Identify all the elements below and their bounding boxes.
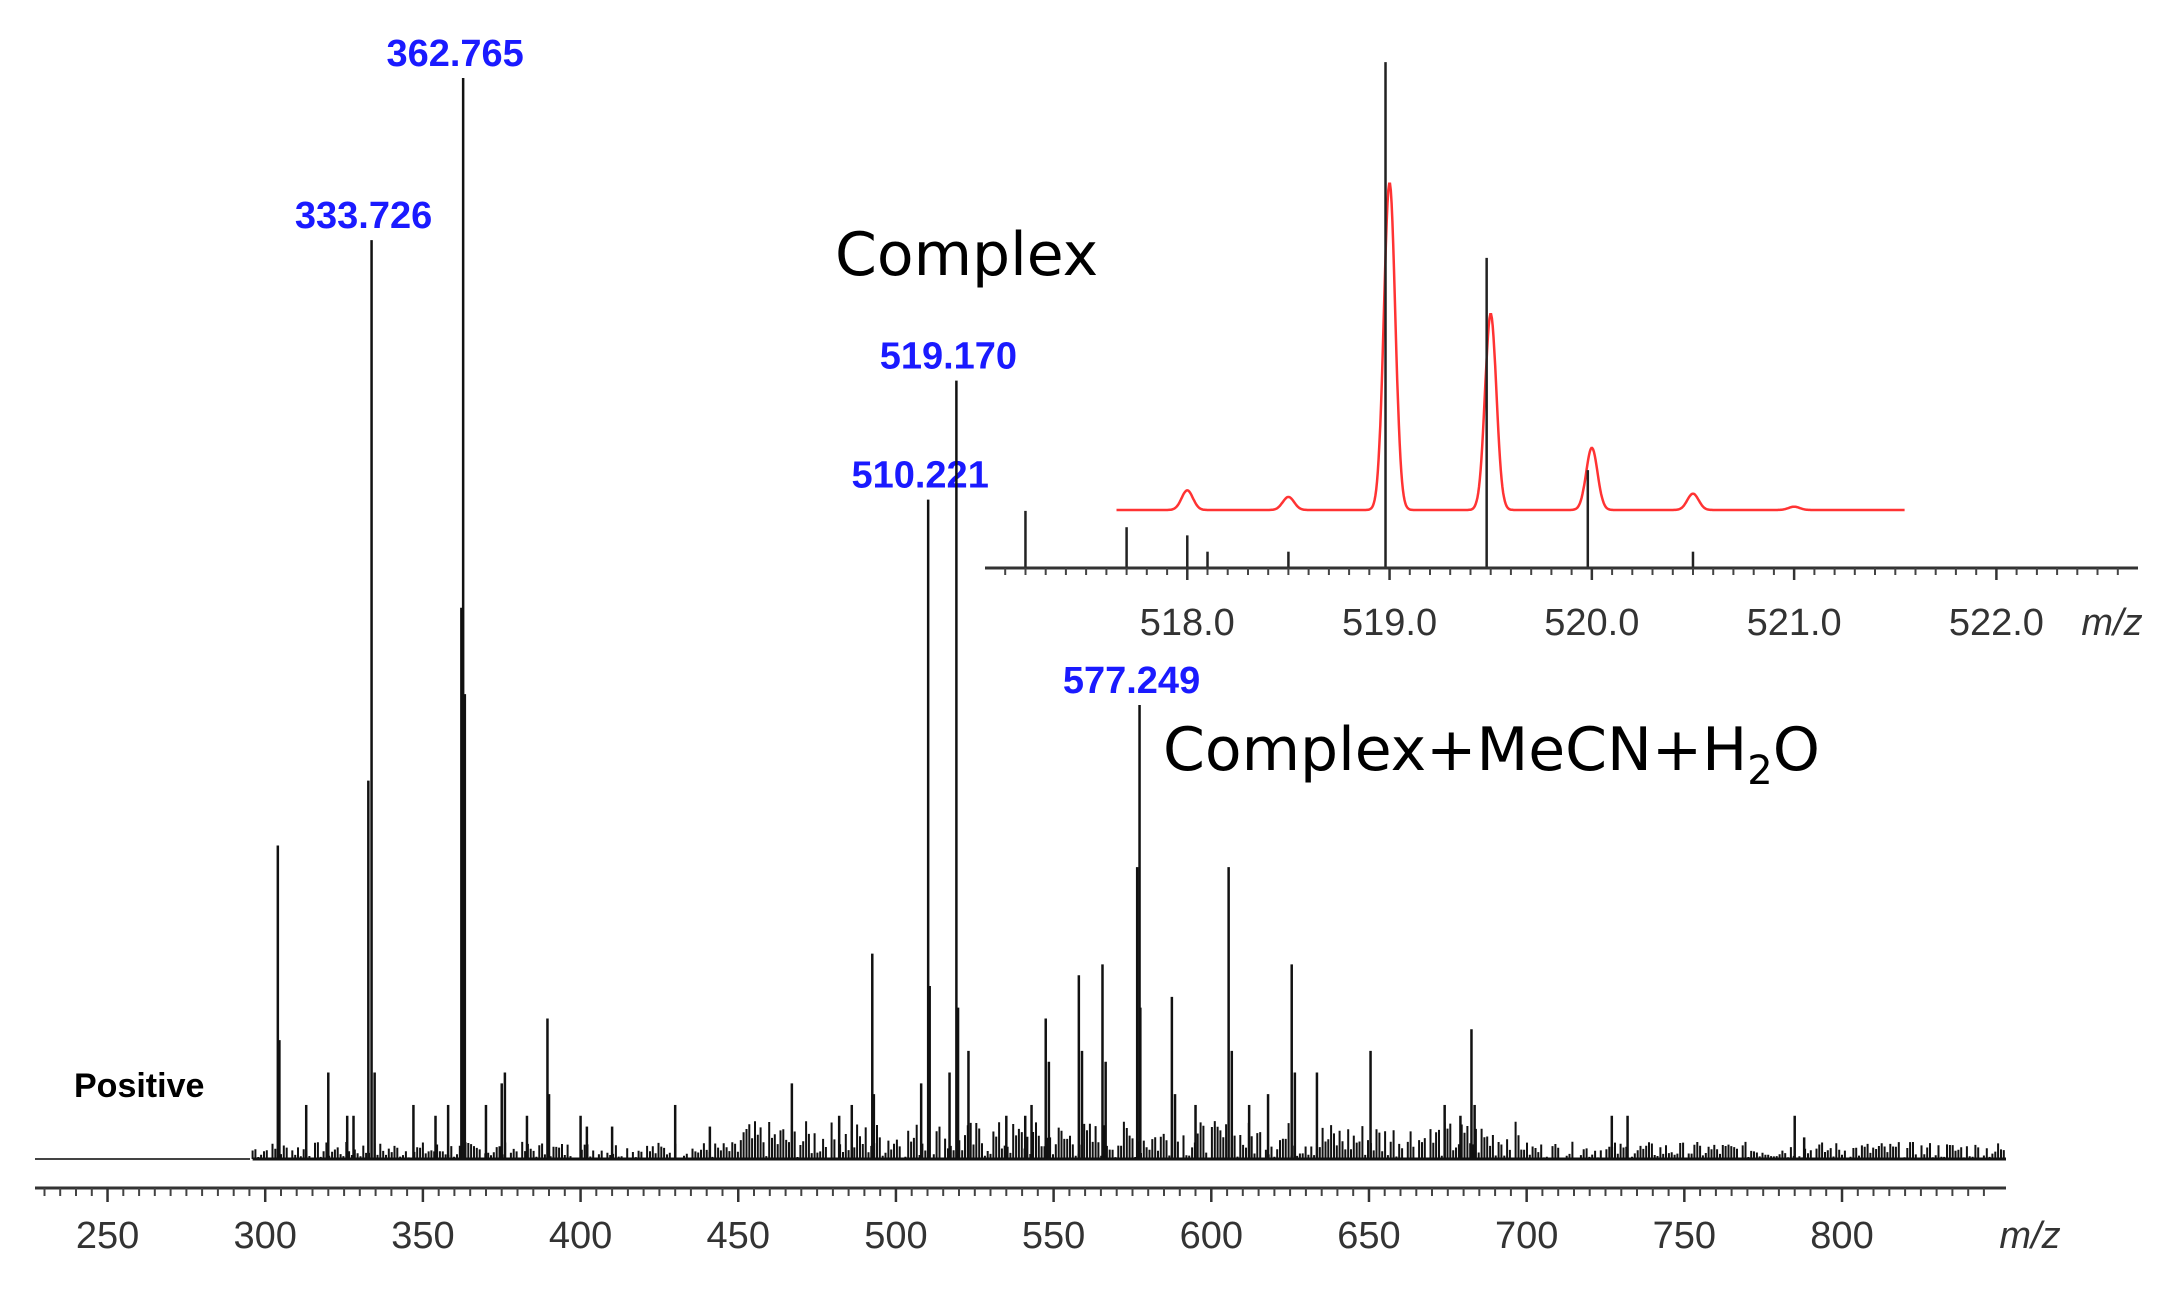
- peak-mz-label: 362.765: [386, 33, 523, 75]
- annotation-adduct-main: Complex+MeCN+H: [1163, 715, 1747, 785]
- main-tick-label: 300: [234, 1215, 297, 1257]
- inset-x-axis-label: m/z: [2081, 602, 2142, 644]
- peak-mz-label: 519.170: [880, 336, 1017, 378]
- inset-x-axis: 518.0 519.0 520.0 521.0 522.0 m/z: [985, 566, 2143, 644]
- main-tick-label: 800: [1810, 1215, 1873, 1257]
- main-spectrum: 333.726 362.765 510.221 519.170 577.249: [35, 33, 2006, 1161]
- main-tick-label: 400: [549, 1215, 612, 1257]
- main-tick-label: 650: [1337, 1215, 1400, 1257]
- main-tick-label: 250: [76, 1215, 139, 1257]
- main-labeled-peaks: 333.726 362.765 510.221 519.170 577.249: [295, 33, 1200, 1159]
- peak-mz-label: 577.249: [1063, 660, 1200, 702]
- inset-tick-label: 521.0: [1747, 602, 1842, 644]
- main-peaks: [276, 607, 1806, 1159]
- peak-mz-label: 510.221: [851, 455, 988, 497]
- inset-tick-label: 520.0: [1544, 602, 1639, 644]
- main-x-axis: 250 300 350 400 450 500 550 600 650 700 750 800 m/z: [35, 1186, 2061, 1257]
- inset-observed-sticks: [1024, 62, 1695, 568]
- main-major-ticks: 250 300 350 400 450 500 550 600 650 700 750 800: [76, 1188, 1874, 1257]
- annotation-complex: Complex: [835, 220, 1098, 290]
- mode-label: Positive: [74, 1067, 204, 1105]
- inset-minor-tick-marks: [1004, 568, 2119, 575]
- main-tick-label: 500: [864, 1215, 927, 1257]
- simulated-isotope-profile: [1116, 182, 1905, 512]
- main-tick-label: 350: [391, 1215, 454, 1257]
- annotation-adduct-subscript: 2: [1747, 748, 1772, 794]
- main-x-axis-label: m/z: [1999, 1215, 2060, 1257]
- inset-isotope-pattern: 518.0 519.0 520.0 521.0 522.0 m/z: [985, 62, 2143, 644]
- inset-minor-ticks: [1004, 568, 2119, 575]
- main-noise: [251, 1121, 2006, 1161]
- annotation-complex-adduct: Complex+MeCN+H2O: [1163, 715, 1820, 794]
- main-tick-label: 450: [707, 1215, 770, 1257]
- inset-tick-label: 519.0: [1342, 602, 1437, 644]
- main-tick-label: 750: [1653, 1215, 1716, 1257]
- inset-tick-label: 522.0: [1949, 602, 2044, 644]
- noise-floor: [251, 1121, 2005, 1159]
- inset-tick-label: 518.0: [1140, 602, 1235, 644]
- main-tick-label: 550: [1022, 1215, 1085, 1257]
- inset-simulated-profile: [1116, 182, 1905, 512]
- main-minor-tick-marks: [43, 1188, 1985, 1196]
- peak-mz-label: 333.726: [295, 195, 432, 237]
- inset-major-ticks: 518.0 519.0 520.0 521.0 522.0: [1140, 568, 2044, 644]
- main-tick-label: 600: [1180, 1215, 1243, 1257]
- main-tick-label: 700: [1495, 1215, 1558, 1257]
- main-minor-ticks: [43, 1188, 1985, 1196]
- annotation-adduct-tail: O: [1773, 715, 1820, 785]
